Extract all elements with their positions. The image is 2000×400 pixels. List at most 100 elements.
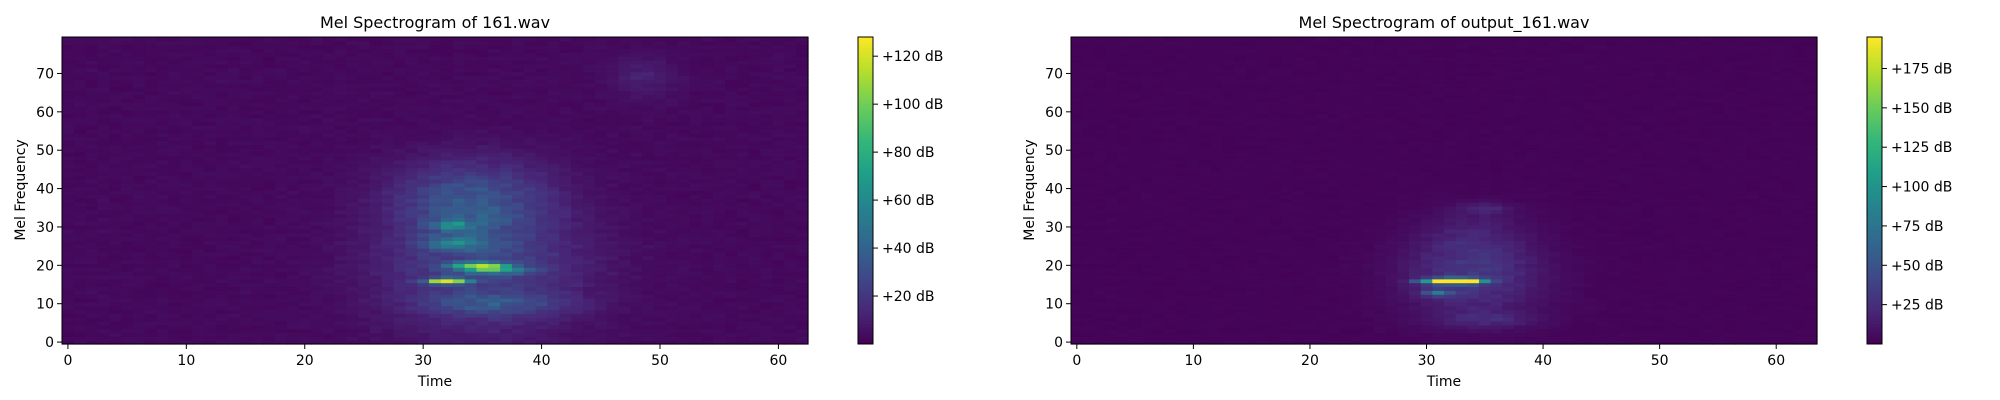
- heat-cell: [725, 90, 738, 96]
- heat-cell: [346, 290, 359, 295]
- heat-cell: [381, 336, 395, 341]
- heat-cell: [476, 332, 489, 337]
- heat-cell: [440, 274, 454, 280]
- heat-cell: [405, 86, 418, 92]
- heat-cell: [642, 182, 655, 188]
- heat-cell: [630, 205, 643, 211]
- heat-cell: [275, 98, 288, 103]
- heat-cell: [381, 324, 395, 330]
- heat-cell: [358, 140, 371, 146]
- heat-cell: [606, 113, 620, 119]
- heat-cell: [440, 175, 454, 180]
- heat-cell: [665, 136, 679, 142]
- heat-cell: [665, 324, 679, 330]
- heat-cell: [334, 171, 347, 176]
- heat-cell: [713, 301, 726, 307]
- heat-cell: [665, 94, 679, 99]
- heat-cell: [429, 148, 442, 153]
- heat-cell: [156, 60, 170, 65]
- heat-cell: [452, 102, 466, 107]
- heat-cell: [109, 86, 122, 92]
- heat-cell: [417, 328, 430, 334]
- heat-cell: [523, 86, 537, 92]
- heat-cell: [215, 144, 229, 149]
- heat-cell: [180, 148, 193, 153]
- heat-cell: [511, 294, 525, 299]
- heat-cell: [796, 221, 809, 226]
- heat-cell: [144, 90, 158, 96]
- heat-cell: [227, 194, 241, 199]
- heat-cell: [772, 56, 785, 61]
- heat-cell: [215, 109, 229, 115]
- heat-cell: [488, 48, 501, 53]
- heat-cell: [85, 205, 99, 211]
- heat-cell: [334, 336, 347, 341]
- heat-cell: [583, 102, 596, 107]
- heat-cell: [594, 320, 608, 326]
- heat-cell: [144, 294, 158, 299]
- heat-cell: [559, 313, 572, 318]
- heat-cell: [322, 171, 335, 176]
- heat-cell: [121, 190, 134, 195]
- heat-cell: [760, 221, 774, 226]
- heat-cell: [689, 240, 703, 245]
- heat-cell: [429, 106, 442, 111]
- heat-cell: [500, 336, 513, 341]
- heat-cell: [429, 251, 442, 257]
- heat-cell: [736, 98, 750, 103]
- heat-cell: [642, 186, 655, 192]
- heat-cell: [606, 48, 620, 53]
- heat-cell: [725, 186, 738, 192]
- heat-cell: [429, 205, 442, 211]
- heat-cell: [748, 40, 762, 46]
- heat-cell: [784, 305, 797, 311]
- heat-cell: [156, 167, 170, 172]
- heat-cell: [156, 148, 170, 153]
- heat-cell: [369, 313, 383, 318]
- heat-cell: [713, 136, 726, 142]
- heat-cell: [263, 63, 276, 69]
- heat-cell: [417, 221, 430, 226]
- heat-cell: [713, 340, 726, 345]
- heat-cell: [736, 171, 750, 176]
- heat-cell: [133, 140, 146, 146]
- heat-cell: [227, 71, 241, 76]
- heat-cell: [109, 286, 122, 291]
- heat-cell: [417, 213, 430, 218]
- heat-cell: [346, 178, 359, 184]
- heat-cell: [381, 178, 395, 184]
- heat-cell: [369, 290, 383, 295]
- heat-cell: [133, 71, 146, 76]
- heat-cell: [369, 90, 383, 96]
- heat-cell: [736, 44, 750, 50]
- heat-cell: [239, 44, 253, 50]
- heat-cell: [73, 248, 87, 253]
- heat-cell: [133, 324, 146, 330]
- heat-cell: [334, 144, 347, 149]
- heat-cell: [192, 155, 205, 161]
- heat-cell: [701, 56, 714, 61]
- heat-cell: [654, 202, 667, 207]
- heat-cell: [511, 228, 525, 234]
- heat-cell: [547, 248, 560, 253]
- heat-cell: [429, 290, 442, 295]
- heat-cell: [144, 286, 158, 291]
- heat-cell: [713, 209, 726, 215]
- heat-cell: [417, 202, 430, 207]
- heat-cell: [594, 159, 608, 165]
- heat-cell: [677, 37, 691, 42]
- heat-cell: [263, 94, 276, 99]
- heat-cell: [429, 248, 442, 253]
- heat-cell: [73, 209, 87, 215]
- heat-cell: [215, 278, 229, 284]
- heat-cell: [760, 117, 774, 123]
- heat-cell: [62, 259, 75, 265]
- heat-cell: [393, 255, 406, 261]
- heat-cell: [748, 71, 762, 76]
- heat-cell: [654, 140, 667, 146]
- heat-cell: [547, 186, 560, 192]
- heat-cell: [144, 113, 158, 119]
- heat-cell: [144, 83, 158, 88]
- heat-cell: [476, 52, 489, 57]
- heat-cell: [476, 148, 489, 153]
